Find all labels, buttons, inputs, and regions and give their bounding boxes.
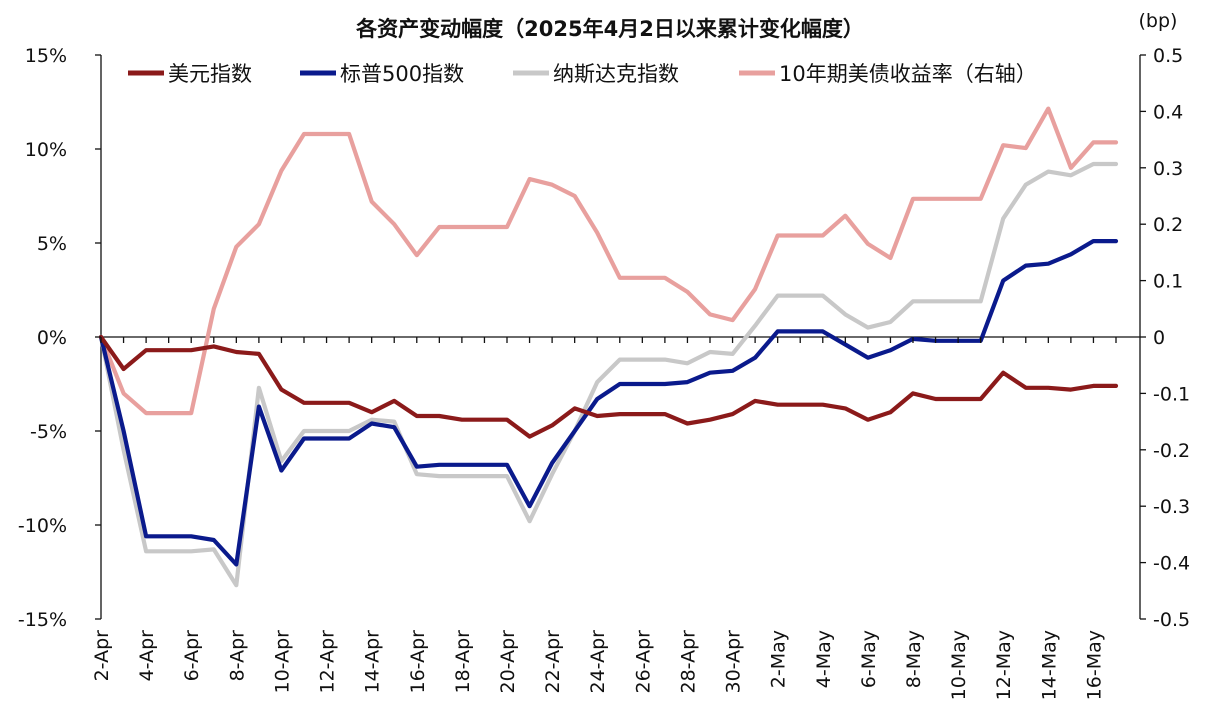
- right-tick-label: -0.4: [1153, 553, 1190, 575]
- right-tick-label: 0.2: [1153, 214, 1183, 236]
- x-tick-label: 2-Apr: [91, 630, 113, 682]
- x-tick-label: 10-May: [948, 630, 970, 700]
- series-line-0: [98, 334, 1119, 439]
- right-tick-label: 0: [1153, 327, 1165, 349]
- x-tick-label: 4-Apr: [136, 630, 158, 682]
- x-tick-label: 8-Apr: [226, 630, 248, 682]
- right-tick-label: -0.2: [1153, 440, 1190, 462]
- right-tick-label: 0.3: [1153, 158, 1183, 180]
- right-tick-label: 0.5: [1153, 45, 1183, 67]
- x-tick-label: 30-Apr: [723, 630, 745, 694]
- x-tick-label: 16-May: [1083, 630, 1105, 700]
- right-axis-unit: (bp): [1139, 10, 1178, 32]
- chart-title: 各资产变动幅度（2025年4月2日以来累计变化幅度）: [355, 17, 864, 41]
- legend-label: 标普500指数: [340, 62, 464, 86]
- series-line-1: [98, 239, 1119, 567]
- left-axis: 15% 10% 5% 0% -5% -10% -15%: [18, 45, 101, 631]
- left-tick-label: 15%: [25, 45, 67, 67]
- x-tick-label: 16-Apr: [407, 630, 429, 694]
- left-tick-label: -5%: [30, 421, 67, 443]
- x-tick-label: 8-May: [903, 630, 925, 688]
- x-tick-label: 4-May: [813, 630, 835, 688]
- series-group: [98, 106, 1119, 588]
- legend-label: 纳斯达克指数: [553, 62, 679, 86]
- x-tick-label: 28-Apr: [677, 630, 699, 694]
- x-tick-label: 14-May: [1038, 630, 1060, 700]
- left-tick-label: -15%: [18, 609, 67, 631]
- x-tick-label: 18-Apr: [452, 630, 474, 694]
- x-tick-label: 12-May: [993, 630, 1015, 700]
- x-axis: 2-Apr 4-Apr 6-Apr 8-Apr 10-Apr 12-Apr 14-Apr 16…: [91, 337, 1117, 700]
- x-tick-label: 20-Apr: [497, 630, 519, 694]
- x-tick-label: 22-Apr: [542, 630, 564, 694]
- left-tick-label: -10%: [18, 515, 67, 537]
- left-tick-label: 0%: [37, 327, 67, 349]
- x-tick-label: 26-Apr: [632, 630, 654, 694]
- left-tick-label: 10%: [25, 139, 67, 161]
- right-axis: 0.5 0.4 0.3 0.2 0.1 0 -0.1 -0.2 -0.3 -0.4 -0.5: [1140, 45, 1190, 631]
- right-tick-label: -0.5: [1153, 609, 1190, 631]
- x-tick-label: 6-Apr: [181, 630, 203, 682]
- left-tick-label: 5%: [37, 233, 67, 255]
- x-tick-label: 24-Apr: [587, 630, 609, 694]
- right-tick-label: 0.1: [1153, 271, 1183, 293]
- right-tick-label: -0.3: [1153, 496, 1190, 518]
- right-tick-label: -0.1: [1153, 383, 1190, 405]
- legend-label: 10年期美债收益率（右轴）: [779, 62, 1037, 86]
- right-tick-label: 0.4: [1153, 101, 1183, 123]
- series-line-3: [98, 106, 1119, 416]
- x-tick-label: 12-Apr: [317, 630, 339, 694]
- legend-label: 美元指数: [168, 62, 252, 86]
- x-tick-label: 2-May: [768, 630, 790, 688]
- series-line-2: [98, 161, 1119, 588]
- x-tick-label: 14-Apr: [362, 630, 384, 694]
- x-tick-label: 6-May: [858, 630, 880, 688]
- x-tick-label: 10-Apr: [271, 630, 293, 694]
- legend: 美元指数 标普500指数 纳斯达克指数 10年期美债收益率（右轴）: [128, 62, 1037, 86]
